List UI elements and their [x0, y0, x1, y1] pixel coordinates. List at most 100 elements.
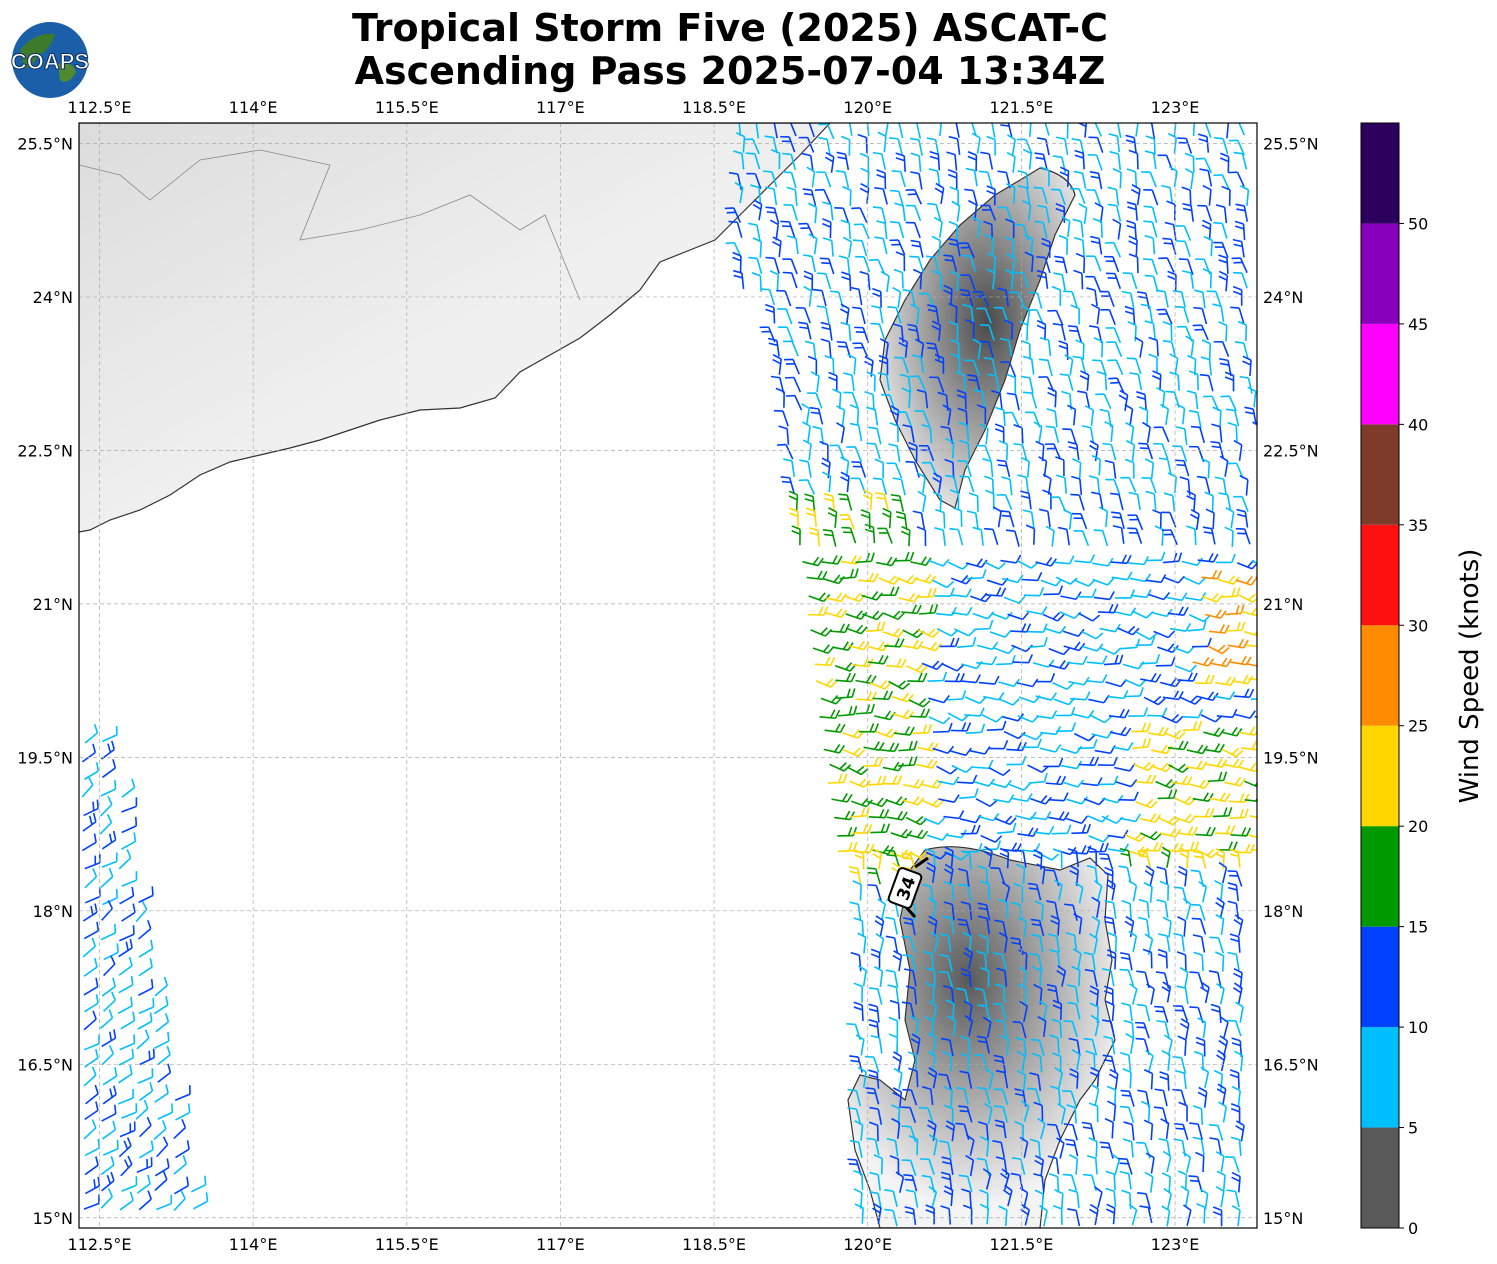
wind-barb	[1166, 596, 1183, 602]
wind-barb	[1229, 816, 1246, 820]
wind-barb	[951, 611, 968, 616]
wind-barb	[890, 832, 907, 839]
wind-barb	[1075, 1210, 1081, 1227]
wind-barb	[1114, 1159, 1121, 1176]
wind-barb	[966, 1176, 973, 1193]
wind-barb	[988, 1073, 994, 1090]
wind-barb	[970, 595, 986, 603]
wind-barb	[121, 805, 137, 813]
wind-barb	[1114, 1073, 1119, 1090]
wind-barb	[1006, 1039, 1009, 1056]
wind-barb	[788, 221, 796, 238]
wind-barb	[1167, 747, 1184, 751]
wind-barb	[102, 1075, 118, 1086]
wind-barb	[1185, 138, 1193, 154]
wind-barb	[1021, 444, 1028, 461]
wind-barb	[1241, 153, 1248, 170]
wind-barb	[1197, 412, 1202, 429]
wind-barb	[1032, 661, 1049, 668]
wind-barb	[1158, 817, 1174, 826]
lat-label-right: 19.5°N	[1263, 748, 1319, 767]
wind-barb	[1066, 817, 1082, 825]
wind-barb	[1040, 579, 1057, 587]
wind-barb	[916, 308, 920, 325]
colorbar-tick-label: 15	[1408, 918, 1428, 937]
wind-barb	[1081, 782, 1098, 787]
wind-barb	[1208, 359, 1213, 376]
wind-barb	[83, 1202, 100, 1210]
wind-barb	[1023, 1142, 1029, 1158]
wind-barb	[154, 1179, 168, 1191]
wind-barb	[99, 821, 113, 835]
wind-barb	[868, 815, 885, 819]
wind-barb	[136, 1182, 151, 1194]
wind-barb	[863, 256, 871, 273]
wind-barb	[865, 137, 868, 154]
wind-barb	[1114, 341, 1123, 358]
wind-barb	[817, 408, 824, 425]
colorbar-tick-label: 0	[1408, 1219, 1418, 1238]
wind-barb	[1054, 986, 1059, 1003]
wind-barb	[82, 821, 97, 832]
wind-barb	[1159, 681, 1176, 688]
wind-barb	[1220, 1074, 1224, 1091]
wind-barb	[1145, 579, 1162, 584]
wind-barb	[1131, 1209, 1138, 1226]
wind-barb	[1146, 919, 1150, 936]
wind-barb	[913, 988, 918, 1005]
wind-barb	[1103, 393, 1112, 410]
wind-barb	[812, 496, 816, 513]
wind-barb	[902, 205, 906, 222]
wind-barb	[1055, 1124, 1062, 1141]
wind-barb	[1188, 783, 1205, 789]
wind-barb	[891, 695, 908, 703]
lat-label-left: 18°N	[33, 902, 73, 921]
wind-barb	[845, 308, 850, 325]
wind-barb	[1157, 646, 1173, 654]
wind-barb	[1185, 1157, 1192, 1174]
wind-barb	[1211, 495, 1214, 512]
wind-barb	[846, 766, 862, 776]
wind-barb	[1053, 427, 1060, 444]
wind-barb	[1197, 559, 1214, 563]
wind-barb	[1173, 123, 1177, 137]
wind-barb	[985, 593, 1002, 597]
wind-barb	[1113, 1174, 1116, 1191]
wind-barb	[84, 1109, 99, 1121]
wind-barb	[1105, 511, 1109, 528]
wind-barb	[1078, 918, 1083, 935]
colorbar-bin	[1361, 1127, 1399, 1228]
wind-barb	[1183, 1072, 1187, 1090]
wind-barb	[857, 579, 875, 583]
wind-barb	[997, 511, 1002, 528]
wind-barb	[1042, 154, 1048, 171]
wind-barb	[825, 307, 830, 324]
wind-barb	[1187, 628, 1204, 632]
wind-barb	[1114, 273, 1122, 290]
wind-barb	[966, 885, 972, 902]
wind-barb	[1023, 1006, 1028, 1023]
wind-barb	[137, 1020, 153, 1030]
wind-barb	[1129, 1005, 1133, 1022]
wind-barb	[953, 628, 970, 637]
wind-barb	[1150, 123, 1156, 140]
wind-barb	[890, 851, 907, 860]
wind-barb	[845, 627, 862, 635]
wind-barb	[824, 729, 841, 734]
wind-barb	[984, 445, 992, 461]
wind-barb	[894, 462, 903, 479]
colorbar-bin	[1361, 424, 1399, 525]
wind-barb	[1149, 477, 1157, 494]
wind-barb	[1054, 411, 1058, 428]
wind-barb	[1004, 936, 1008, 953]
wind-barb	[1207, 645, 1223, 655]
wind-barb	[933, 1139, 938, 1156]
wind-barb	[1074, 1107, 1077, 1124]
wind-barb	[1089, 1123, 1096, 1140]
wind-barb	[932, 1072, 938, 1089]
wind-barb	[1032, 528, 1036, 545]
wind-barb	[1042, 613, 1058, 622]
wind-barb	[911, 1175, 918, 1192]
wind-barb	[964, 696, 981, 705]
wind-barb	[741, 153, 745, 170]
